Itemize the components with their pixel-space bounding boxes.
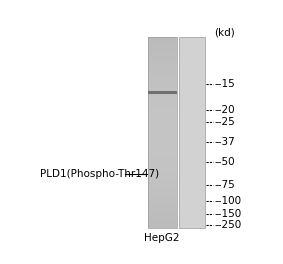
Text: --15: --15 xyxy=(214,78,235,88)
Bar xyxy=(148,46,177,50)
Bar xyxy=(148,120,177,123)
Bar xyxy=(148,78,177,81)
Bar xyxy=(148,186,177,190)
Bar xyxy=(148,180,177,183)
Bar xyxy=(148,164,177,167)
Bar xyxy=(148,193,177,196)
Text: --50: --50 xyxy=(214,157,235,167)
Bar xyxy=(148,97,177,101)
Text: --75: --75 xyxy=(214,180,235,190)
Bar xyxy=(148,116,177,120)
Bar xyxy=(148,123,177,126)
Bar xyxy=(148,59,177,62)
Text: --25: --25 xyxy=(214,117,235,127)
Bar xyxy=(148,171,177,174)
Bar xyxy=(148,50,177,53)
Bar xyxy=(148,62,177,65)
Bar xyxy=(148,84,177,88)
Bar xyxy=(179,37,205,228)
Bar xyxy=(148,174,177,177)
Bar xyxy=(148,107,177,110)
Bar xyxy=(148,126,177,129)
Bar xyxy=(148,225,177,228)
Bar xyxy=(148,142,177,145)
Bar xyxy=(148,65,177,69)
Bar xyxy=(148,190,177,193)
Text: --20: --20 xyxy=(214,105,235,115)
Bar xyxy=(148,132,177,135)
Bar xyxy=(148,161,177,164)
Bar xyxy=(148,113,177,116)
Bar xyxy=(148,209,177,212)
Text: (kd): (kd) xyxy=(214,28,235,38)
Bar xyxy=(148,53,177,56)
Bar xyxy=(148,167,177,171)
Bar xyxy=(148,152,177,155)
Bar xyxy=(148,81,177,84)
Bar xyxy=(148,196,177,199)
Text: --37: --37 xyxy=(214,138,235,148)
Bar xyxy=(148,94,177,97)
Bar xyxy=(148,158,177,161)
Bar xyxy=(148,56,177,59)
Bar xyxy=(148,72,177,75)
Bar xyxy=(148,155,177,158)
Bar xyxy=(148,75,177,78)
Bar xyxy=(148,69,177,72)
Bar xyxy=(148,91,177,95)
Bar xyxy=(148,110,177,113)
Bar xyxy=(148,221,177,225)
Bar xyxy=(148,91,177,94)
Bar xyxy=(148,202,177,206)
Bar xyxy=(148,40,177,43)
Bar xyxy=(148,177,177,180)
Bar xyxy=(148,199,177,202)
Text: --250: --250 xyxy=(214,220,241,230)
Bar xyxy=(148,139,177,142)
Text: PLD1(Phospho-Thr147): PLD1(Phospho-Thr147) xyxy=(40,169,159,179)
Bar xyxy=(148,212,177,215)
Bar xyxy=(148,37,177,40)
Text: --100: --100 xyxy=(214,196,241,206)
Bar xyxy=(148,218,177,221)
Bar xyxy=(148,129,177,132)
Bar xyxy=(148,37,177,228)
Bar xyxy=(148,135,177,139)
Text: --150: --150 xyxy=(214,209,241,219)
Bar xyxy=(148,183,177,186)
Bar xyxy=(148,104,177,107)
Bar xyxy=(148,206,177,209)
Bar xyxy=(148,145,177,148)
Bar xyxy=(148,101,177,104)
Text: HepG2: HepG2 xyxy=(144,233,179,243)
Bar xyxy=(148,215,177,218)
Bar xyxy=(148,88,177,91)
Bar xyxy=(148,43,177,46)
Bar xyxy=(148,148,177,152)
